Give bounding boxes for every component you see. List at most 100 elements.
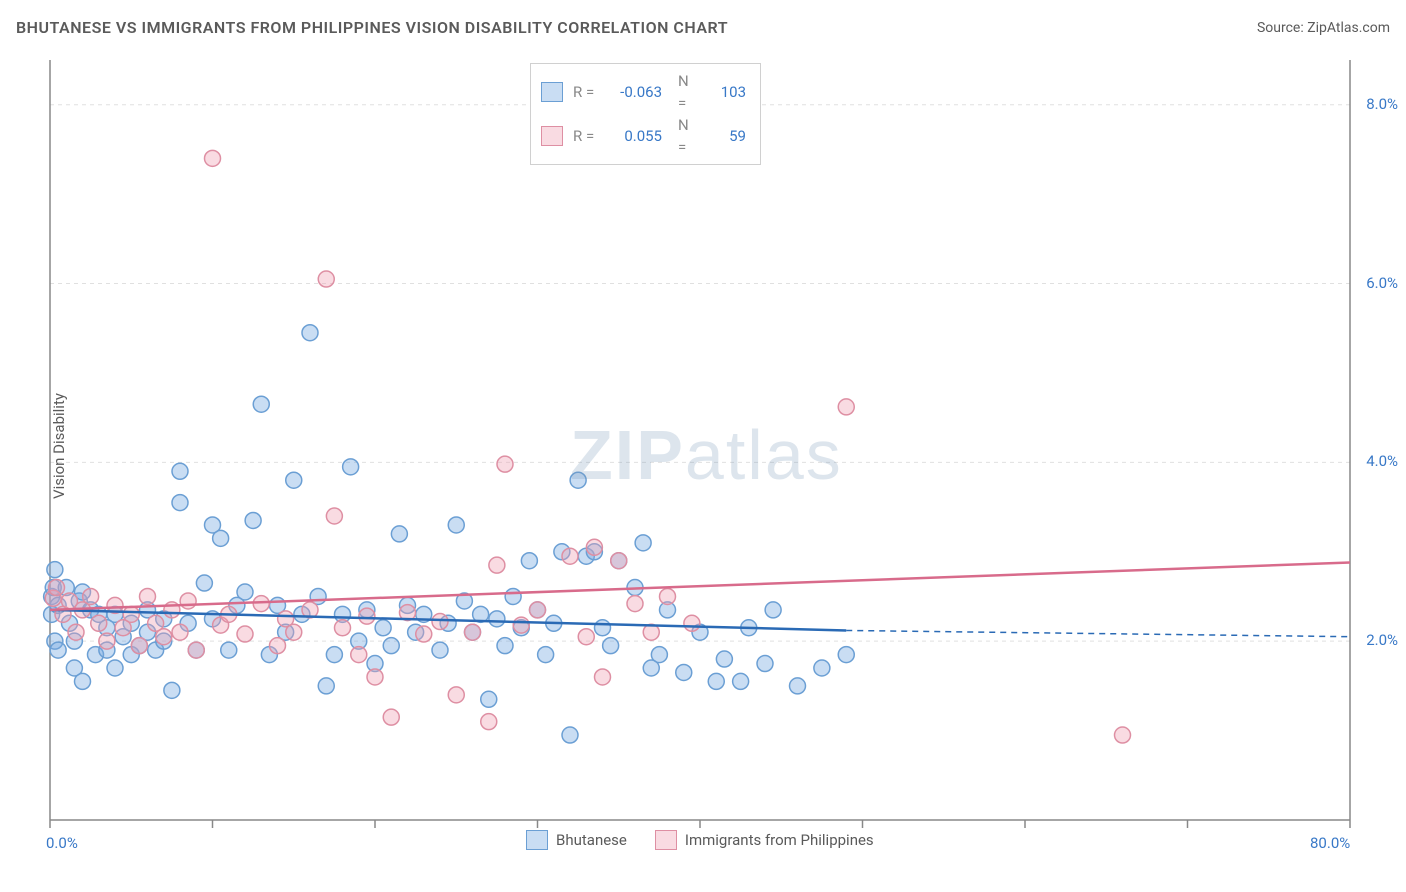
legend-label: Bhutanese	[556, 831, 627, 849]
legend-item: Bhutanese	[526, 830, 627, 850]
data-point	[383, 709, 399, 725]
data-point	[497, 456, 513, 472]
data-point	[562, 548, 578, 564]
data-point	[359, 608, 375, 624]
data-point	[91, 615, 107, 631]
data-point	[757, 656, 773, 672]
source-prefix: Source:	[1257, 20, 1307, 36]
n-value: 59	[710, 125, 746, 147]
data-point	[660, 588, 676, 604]
data-point	[326, 508, 342, 524]
data-point	[586, 539, 602, 555]
data-point	[448, 687, 464, 703]
data-point	[156, 629, 172, 645]
data-point	[237, 626, 253, 642]
data-point	[286, 624, 302, 640]
data-point	[611, 553, 627, 569]
data-point	[237, 584, 253, 600]
data-point	[578, 629, 594, 645]
data-point	[351, 647, 367, 663]
series-legend: Bhutanese Immigrants from Philippines	[526, 830, 874, 850]
data-point	[140, 588, 156, 604]
data-point	[131, 638, 147, 654]
r-value: 0.055	[607, 125, 662, 147]
data-point	[790, 678, 806, 694]
chart-title: BHUTANESE VS IMMIGRANTS FROM PHILIPPINES…	[16, 18, 728, 37]
data-point	[627, 596, 643, 612]
chart-header: BHUTANESE VS IMMIGRANTS FROM PHILIPPINES…	[16, 18, 1390, 37]
data-point	[253, 396, 269, 412]
r-label: R =	[573, 125, 597, 147]
y-tick-label: 6.0%	[1366, 274, 1398, 292]
legend-swatch	[541, 82, 563, 102]
source-name: ZipAtlas.com	[1307, 20, 1390, 36]
data-point	[270, 638, 286, 654]
data-point	[49, 580, 65, 596]
data-point	[530, 602, 546, 618]
data-point	[1115, 727, 1131, 743]
data-point	[383, 638, 399, 654]
data-point	[603, 638, 619, 654]
data-point	[432, 614, 448, 630]
data-point	[562, 727, 578, 743]
n-label: N =	[678, 70, 700, 114]
data-point	[481, 714, 497, 730]
data-point	[164, 682, 180, 698]
data-point	[481, 691, 497, 707]
legend-swatch	[526, 830, 548, 850]
data-point	[570, 472, 586, 488]
n-label: N =	[678, 114, 700, 158]
data-point	[172, 463, 188, 479]
data-point	[538, 647, 554, 663]
data-point	[814, 660, 830, 676]
data-point	[47, 562, 63, 578]
r-label: R =	[573, 81, 597, 103]
data-point	[497, 638, 513, 654]
regression-line-extrapolated	[846, 630, 1350, 636]
r-value: -0.063	[607, 81, 662, 103]
data-point	[513, 617, 529, 633]
data-point	[326, 647, 342, 663]
data-point	[367, 669, 383, 685]
legend-swatch	[655, 830, 677, 850]
data-point	[416, 626, 432, 642]
data-point	[180, 593, 196, 609]
data-point	[213, 530, 229, 546]
data-point	[318, 271, 334, 287]
data-point	[684, 615, 700, 631]
data-point	[196, 575, 212, 591]
data-point	[302, 325, 318, 341]
data-point	[286, 472, 302, 488]
correlation-legend: R = -0.063 N = 103 R = 0.055 N = 59	[530, 63, 761, 165]
chart-area: ZIPatlas R =-0.063N =103R =0.055N =59 Bh…	[50, 60, 1350, 820]
data-point	[465, 624, 481, 640]
data-point	[448, 517, 464, 533]
y-tick-label: 4.0%	[1366, 452, 1398, 470]
data-point	[50, 642, 66, 658]
legend-label: Immigrants from Philippines	[685, 831, 874, 849]
data-point	[489, 557, 505, 573]
data-point	[716, 651, 732, 667]
legend-item: Immigrants from Philippines	[655, 830, 874, 850]
data-point	[221, 642, 237, 658]
data-point	[521, 553, 537, 569]
data-point	[83, 588, 99, 604]
n-value: 103	[710, 81, 746, 103]
data-point	[205, 150, 221, 166]
data-point	[505, 588, 521, 604]
data-point	[432, 642, 448, 658]
data-point	[188, 642, 204, 658]
data-point	[676, 664, 692, 680]
data-point	[99, 633, 115, 649]
data-point	[708, 673, 724, 689]
data-point	[595, 620, 611, 636]
data-point	[123, 606, 139, 622]
data-point	[172, 624, 188, 640]
scatter-chart	[50, 60, 1350, 820]
y-tick-label: 8.0%	[1366, 95, 1398, 113]
data-point	[635, 535, 651, 551]
x-tick-label: 0.0%	[46, 834, 78, 852]
data-point	[651, 647, 667, 663]
data-point	[318, 678, 334, 694]
data-point	[838, 399, 854, 415]
